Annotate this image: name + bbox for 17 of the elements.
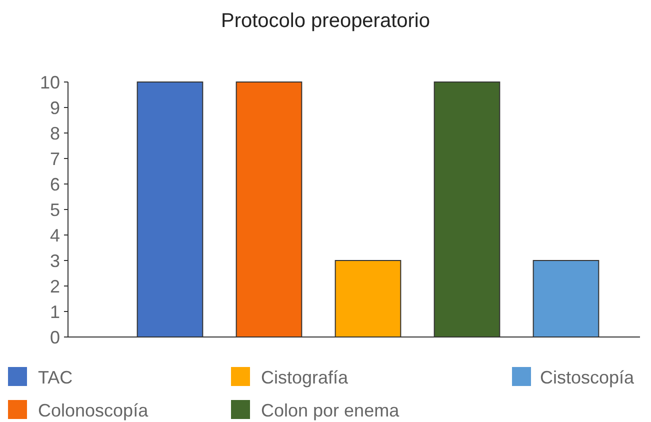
- y-tick-label: 7: [50, 148, 60, 169]
- y-tick-label: 2: [50, 276, 60, 296]
- y-tick-label: 0: [50, 327, 60, 348]
- legend-label: Colonoscopía: [38, 400, 150, 420]
- legend-label: Colon por enema: [261, 400, 400, 420]
- legend-label: Cistografía: [261, 367, 350, 388]
- y-tick-label: 6: [50, 174, 60, 194]
- y-tick-label: 8: [50, 123, 60, 144]
- chart-title: Protocolo preoperatorio: [220, 10, 430, 32]
- y-tick-label: 10: [40, 72, 60, 92]
- y-tick-label: 9: [50, 98, 60, 118]
- y-tick-label: 4: [50, 225, 60, 246]
- y-tick-label: 1: [50, 302, 60, 322]
- legend-label: Cistoscopía: [540, 367, 636, 388]
- y-tick-label: 5: [50, 200, 60, 220]
- y-tick-label: 3: [50, 250, 60, 271]
- legend-label: TAC: [38, 367, 73, 388]
